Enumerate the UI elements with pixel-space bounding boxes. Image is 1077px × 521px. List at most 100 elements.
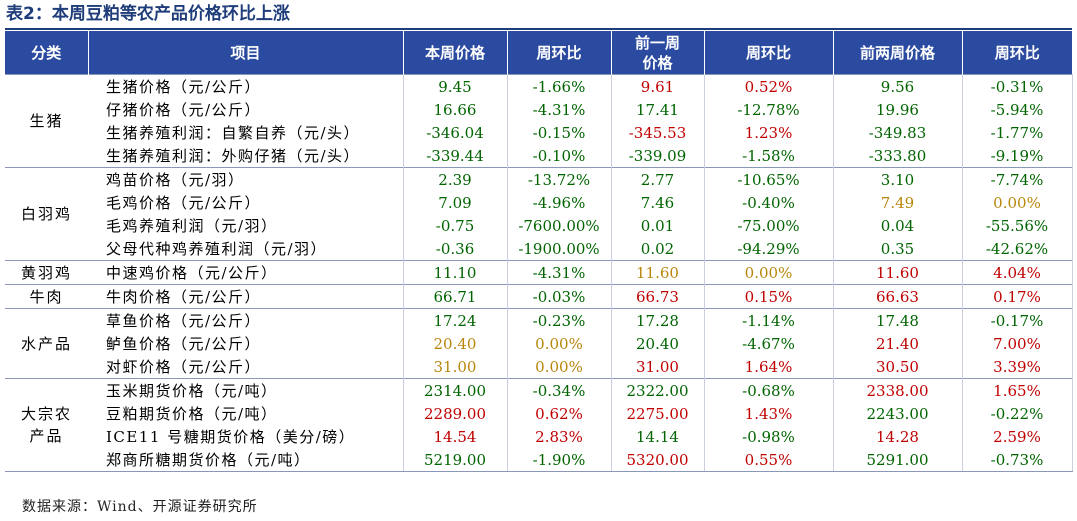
two-weeks-ago-price-cell: -333.80 xyxy=(832,144,962,168)
col-header-prev-week-line1: 前一周 xyxy=(634,33,680,52)
wow-1-cell: -1.90% xyxy=(506,448,611,472)
table-row: 鲈鱼价格（元/公斤） 20.40 0.00% 20.40 -4.67% 21.40 7.00… xyxy=(5,332,1073,355)
this-week-price-cell: 11.10 xyxy=(402,260,507,285)
two-weeks-ago-price-cell: 19.96 xyxy=(832,98,962,121)
two-weeks-ago-price-cell: 5291.00 xyxy=(832,448,962,472)
table-row: 对虾价格（元/公斤） 31.00 0.00% 31.00 1.64% 30.50 3.39% xyxy=(5,355,1073,379)
item-cell: 对虾价格（元/公斤） xyxy=(106,358,262,376)
prev-week-price-cell: 9.61 xyxy=(610,74,704,98)
wow-1-cell: -0.15% xyxy=(506,121,611,144)
two-weeks-ago-price-cell: 0.04 xyxy=(832,214,962,237)
prev-week-price-cell: 2275.00 xyxy=(610,402,704,425)
item-cell: 鲈鱼价格（元/公斤） xyxy=(106,335,262,353)
two-weeks-ago-price-cell: 2338.00 xyxy=(832,378,962,402)
wow-3-cell: 2.59% xyxy=(961,425,1073,448)
this-week-price-cell: -0.36 xyxy=(402,237,507,261)
table-row: 黄羽鸡 中速鸡价格（元/公斤） 11.10 -4.31% 11.60 0.00% 11.60… xyxy=(5,260,1073,285)
col-header-prev-week-line2: 价格 xyxy=(642,53,673,72)
this-week-price-cell: 2289.00 xyxy=(402,402,507,425)
wow-3-cell: -9.19% xyxy=(961,144,1073,168)
two-weeks-ago-price-cell: 14.28 xyxy=(832,425,962,448)
two-weeks-ago-price-cell: 21.40 xyxy=(832,332,962,355)
wow-2-cell: 0.00% xyxy=(703,260,833,285)
wow-2-cell: -10.65% xyxy=(703,167,833,191)
prev-week-price-cell: 17.41 xyxy=(610,98,704,121)
col-header-this-week-price: 本周价格 xyxy=(403,31,508,75)
wow-3-cell: -0.73% xyxy=(961,448,1073,472)
wow-1-cell: -4.31% xyxy=(506,98,611,121)
wow-3-cell: -1.77% xyxy=(961,121,1073,144)
wow-2-cell: -1.14% xyxy=(703,308,833,332)
col-header-category: 分类 xyxy=(5,31,89,75)
category-cell: 水产品 xyxy=(5,308,88,379)
col-header-prev-week-price: 前一周 价格 xyxy=(611,31,705,75)
item-cell: 生猪养殖利润：自繁自养（元/头） xyxy=(106,124,361,142)
wow-1-cell: -1.66% xyxy=(506,74,611,98)
this-week-price-cell: 31.00 xyxy=(402,355,507,379)
wow-3-cell: -0.31% xyxy=(961,74,1073,98)
prev-week-price-cell: 20.40 xyxy=(610,332,704,355)
prev-week-price-cell: 11.60 xyxy=(610,260,704,285)
wow-1-cell: -0.23% xyxy=(506,308,611,332)
wow-3-cell: 7.00% xyxy=(961,332,1073,355)
title-rule xyxy=(5,28,1072,30)
this-week-price-cell: 16.66 xyxy=(402,98,507,121)
col-header-wow-2: 周环比 xyxy=(704,31,834,75)
table-row: 郑商所糖期货价格（元/吨） 5219.00 -1.90% 5320.00 0.55% 52… xyxy=(5,448,1073,472)
prev-week-price-cell: 0.01 xyxy=(610,214,704,237)
col-header-two-weeks-ago-price: 前两周价格 xyxy=(833,31,963,75)
category-cell: 黄羽鸡 xyxy=(5,260,88,285)
category-label: 产品 xyxy=(29,427,64,445)
table-row: 生猪养殖利润：自繁自养（元/头） -346.04 -0.15% -345.53 1.23… xyxy=(5,121,1073,144)
table-row: 毛鸡价格（元/公斤） 7.09 -4.96% 7.46 -0.40% 7.49 0.00% xyxy=(5,191,1073,214)
prev-week-price-cell: -339.09 xyxy=(610,144,704,168)
wow-2-cell: 0.55% xyxy=(703,448,833,472)
item-cell: 中速鸡价格（元/公斤） xyxy=(88,260,403,285)
this-week-price-cell: -346.04 xyxy=(402,121,507,144)
wow-2-cell: 1.23% xyxy=(703,121,833,144)
wow-2-cell: -0.98% xyxy=(703,425,833,448)
two-weeks-ago-price-cell: 17.48 xyxy=(832,308,962,332)
category-label: 水产品 xyxy=(20,334,72,353)
wow-2-cell: -12.78% xyxy=(703,98,833,121)
wow-2-cell: -0.68% xyxy=(703,378,833,402)
wow-3-cell: 4.04% xyxy=(961,260,1073,285)
category-label: 白羽鸡 xyxy=(20,205,72,223)
two-weeks-ago-price-cell: 11.60 xyxy=(832,260,962,285)
this-week-price-cell: 2.39 xyxy=(402,167,507,191)
wow-2-cell: -0.40% xyxy=(703,191,833,214)
item-cell: 草鱼价格（元/公斤） xyxy=(88,308,403,332)
table-row: 生猪养殖利润：外购仔猪（元/头） -339.44 -0.10% -339.09 -1.5… xyxy=(5,144,1073,168)
wow-1-cell: -0.34% xyxy=(506,378,611,402)
item-cell: 父母代种鸡养殖利润（元/羽） xyxy=(106,240,328,258)
wow-1-cell: -1900.00% xyxy=(506,237,611,261)
prev-week-price-cell: 2322.00 xyxy=(610,378,704,402)
item-cell: 郑商所糖期货价格（元/吨） xyxy=(88,448,403,472)
this-week-price-cell: 66.71 xyxy=(402,284,507,309)
this-week-price-cell: 7.09 xyxy=(402,191,507,214)
table-row: 水产品 草鱼价格（元/公斤） 17.24 -0.23% 17.28 -1.14% 17.48… xyxy=(5,308,1073,379)
wow-2-cell: -75.00% xyxy=(703,214,833,237)
two-weeks-ago-price-cell: 66.63 xyxy=(832,284,962,309)
two-weeks-ago-price-cell: -349.83 xyxy=(832,121,962,144)
col-header-item: 项目 xyxy=(88,31,404,75)
wow-1-cell: 0.00% xyxy=(506,332,611,355)
wow-2-cell: -94.29% xyxy=(703,237,833,261)
this-week-price-cell: 2314.00 xyxy=(402,378,507,402)
prev-week-price-cell: 17.28 xyxy=(610,308,704,332)
item-cell: 生猪价格（元/公斤） xyxy=(88,74,403,98)
wow-1-cell: -13.72% xyxy=(506,167,611,191)
this-week-price-cell: 17.24 xyxy=(402,308,507,332)
table-row: 牛肉 牛肉价格（元/公斤） 66.71 -0.03% 66.73 0.15% 66.63 0.… xyxy=(5,284,1073,309)
wow-1-cell: 0.62% xyxy=(506,402,611,425)
table-row: 大宗农 产品 玉米期货价格（元/吨） 2314.00 -0.34% 2322.00 -0.6… xyxy=(5,378,1073,472)
wow-1-cell: -0.03% xyxy=(506,284,611,309)
two-weeks-ago-price-cell: 9.56 xyxy=(832,74,962,98)
item-cell: 毛鸡价格（元/公斤） xyxy=(106,194,262,212)
table-row: ICE11 号糖期货价格（美分/磅） 14.54 2.83% 14.14 -0.98% 1… xyxy=(5,425,1073,448)
prev-week-price-cell: 14.14 xyxy=(610,425,704,448)
wow-1-cell: -4.31% xyxy=(506,260,611,285)
prev-week-price-cell: -345.53 xyxy=(610,121,704,144)
wow-1-cell: -0.10% xyxy=(506,144,611,168)
item-cell: 玉米期货价格（元/吨） xyxy=(88,378,403,402)
